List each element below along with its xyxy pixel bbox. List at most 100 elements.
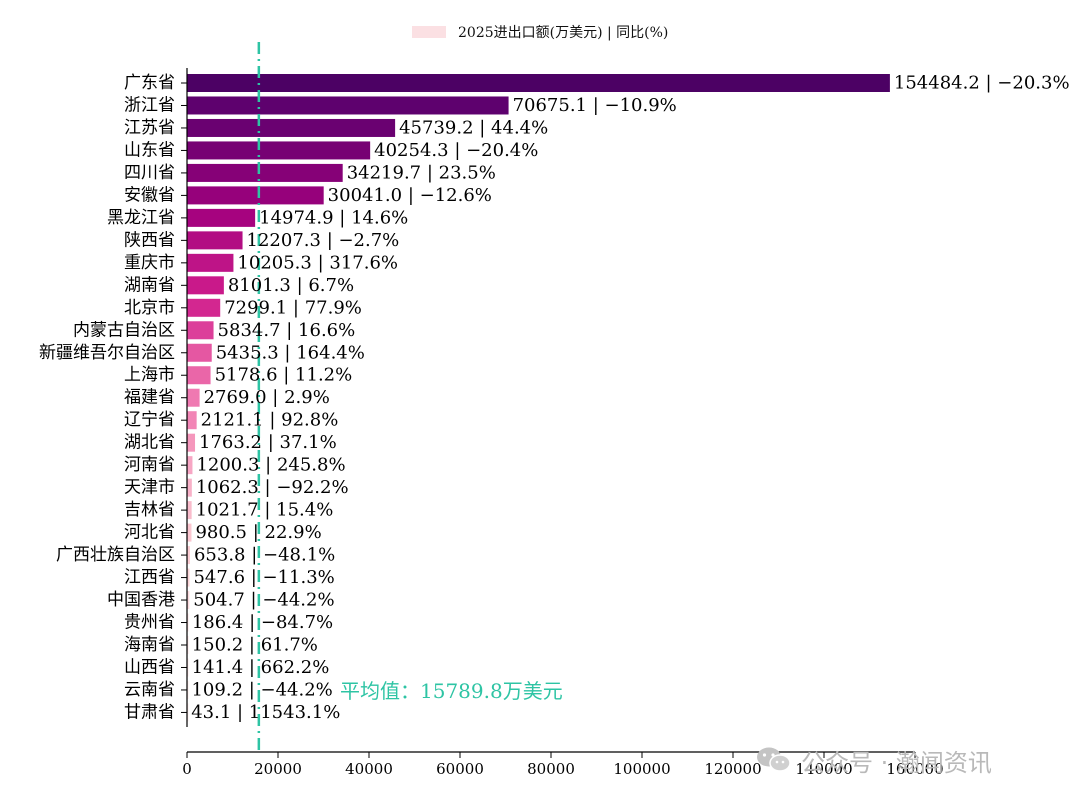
x-tick-label: 80000 <box>527 760 575 778</box>
mean-annotation: 平均值：15789.8万美元 <box>340 679 563 703</box>
data-label: 141.4 | 662.2% <box>192 657 330 678</box>
data-label: 186.4 | −84.7% <box>192 612 333 633</box>
watermark-text: 公众号 · 瀚闻资讯 <box>801 748 992 777</box>
bar <box>187 501 192 520</box>
data-label: 154484.2 | −20.3% <box>894 73 1070 94</box>
data-label: 34219.7 | 23.5% <box>347 162 496 183</box>
category-label: 新疆维吾尔自治区 <box>39 343 175 363</box>
bar <box>187 343 212 362</box>
bar <box>187 658 189 677</box>
x-tick-label: 120000 <box>704 760 761 778</box>
category-label: 山东省 <box>124 140 175 160</box>
x-tick-label: 160000 <box>886 760 943 778</box>
bar <box>187 186 324 205</box>
x-tick-label: 60000 <box>436 760 484 778</box>
data-label: 980.5 | 22.9% <box>195 522 321 543</box>
data-label: 40254.3 | −20.4% <box>374 140 538 161</box>
data-label: 7299.1 | 77.9% <box>224 297 362 318</box>
bar <box>187 433 196 452</box>
legend: 2025进出口额(万美元) | 同比(%) <box>412 22 668 42</box>
category-label: 四川省 <box>124 163 175 183</box>
data-label: 8101.3 | 6.7% <box>228 275 354 296</box>
bar <box>187 208 256 227</box>
category-label: 吉林省 <box>124 500 175 520</box>
legend-label: 2025进出口额(万美元) | 同比(%) <box>458 25 669 41</box>
bar <box>187 411 197 430</box>
bar <box>187 523 192 542</box>
x-tick-label: 0 <box>182 760 192 778</box>
category-label: 广西壮族自治区 <box>56 545 175 565</box>
data-label: 43.1 | 11543.1% <box>191 702 340 723</box>
category-label: 河北省 <box>124 523 175 543</box>
category-label: 海南省 <box>124 635 175 655</box>
category-label: 湖北省 <box>124 433 175 453</box>
category-label: 福建省 <box>124 388 175 408</box>
bar <box>187 546 190 565</box>
category-label: 天津市 <box>124 478 175 498</box>
category-label: 河南省 <box>124 455 175 475</box>
bar <box>187 478 192 497</box>
x-tick-label: 20000 <box>254 760 302 778</box>
bar <box>187 456 193 475</box>
data-label: 653.8 | −48.1% <box>194 545 335 566</box>
bar <box>187 276 224 295</box>
category-label: 云南省 <box>124 680 175 700</box>
bar <box>187 141 371 160</box>
data-label: 2769.0 | 2.9% <box>204 387 330 408</box>
bar <box>187 163 343 182</box>
data-label: 5178.6 | 11.2% <box>215 365 353 386</box>
data-label: 1200.3 | 245.8% <box>196 455 345 476</box>
data-label: 547.6 | −11.3% <box>193 567 334 588</box>
data-label: 504.7 | −44.2% <box>193 590 334 611</box>
x-tick-label: 140000 <box>795 760 852 778</box>
category-label: 山西省 <box>124 657 175 677</box>
bar <box>187 703 189 722</box>
category-label: 内蒙古自治区 <box>73 320 175 340</box>
category-label: 黑龙江省 <box>107 208 175 228</box>
bar <box>187 591 190 610</box>
data-label: 70675.1 | −10.9% <box>513 95 677 116</box>
data-label: 109.2 | −44.2% <box>191 679 332 700</box>
bar <box>187 568 190 587</box>
data-label: 1763.2 | 37.1% <box>199 432 337 453</box>
data-label: 5435.3 | 164.4% <box>216 342 365 363</box>
bar <box>187 298 221 317</box>
category-label: 江苏省 <box>124 118 175 138</box>
data-label: 30041.0 | −12.6% <box>328 185 492 206</box>
category-label: 安徽省 <box>124 185 175 205</box>
category-label: 甘肃省 <box>124 702 175 722</box>
category-label: 江西省 <box>124 568 175 588</box>
bar <box>187 321 214 340</box>
x-tick-label: 40000 <box>345 760 393 778</box>
bar <box>187 74 890 92</box>
category-label: 辽宁省 <box>124 410 175 430</box>
bar <box>187 96 509 115</box>
bar <box>187 231 243 250</box>
category-label: 广东省 <box>124 73 175 93</box>
data-label: 14974.9 | 14.6% <box>259 207 408 228</box>
category-label: 重庆市 <box>124 253 175 273</box>
data-label: 45739.2 | 44.4% <box>399 117 548 138</box>
data-label: 150.2 | 61.7% <box>192 635 318 656</box>
data-label: 1021.7 | 15.4% <box>196 500 334 521</box>
data-label: 12207.3 | −2.7% <box>247 230 400 251</box>
category-label: 中国香港 <box>107 590 175 610</box>
category-label: 北京市 <box>124 298 175 318</box>
category-label: 陕西省 <box>124 230 175 250</box>
category-label: 上海市 <box>124 365 175 385</box>
legend-swatch <box>412 26 446 38</box>
wechat-icon <box>757 747 791 772</box>
data-label: 5834.7 | 16.6% <box>218 320 356 341</box>
category-label: 湖南省 <box>124 275 175 295</box>
bar <box>187 613 189 632</box>
bar <box>187 680 189 699</box>
data-label: 2121.1 | 92.8% <box>201 410 339 431</box>
bar <box>187 253 234 272</box>
bar <box>187 636 189 654</box>
category-label: 浙江省 <box>124 95 175 115</box>
data-label: 10205.3 | 317.6% <box>237 252 398 273</box>
category-label: 贵州省 <box>124 613 175 633</box>
bar <box>187 388 200 407</box>
bar <box>187 366 211 385</box>
